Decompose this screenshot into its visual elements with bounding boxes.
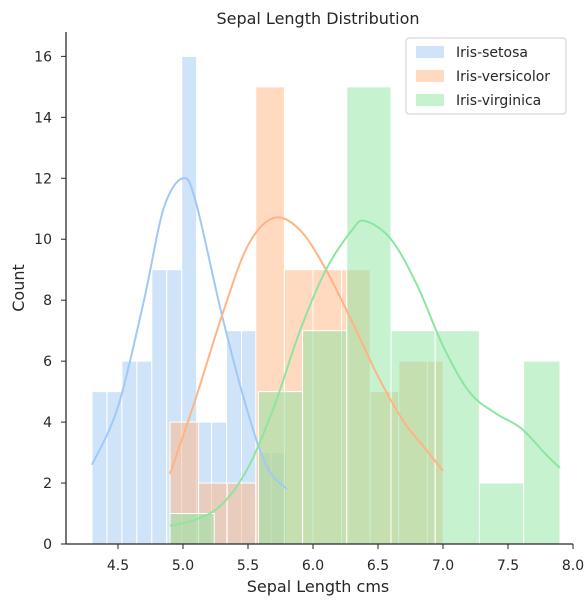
legend-box [405, 37, 567, 115]
x-tick-label: 5.5 [237, 558, 259, 574]
bar-iris-virginica [478, 482, 525, 545]
y-axis-label: Count [9, 264, 28, 312]
bar-iris-virginica [302, 330, 348, 545]
y-tick-label: 0 [43, 537, 52, 553]
y-tick-label: 10 [34, 232, 52, 248]
bar-iris-setosa [91, 391, 108, 545]
y-tick-label: 4 [43, 415, 52, 431]
y-tick-label: 12 [34, 171, 52, 187]
plot-area [91, 55, 561, 545]
x-tick-label: 7.5 [497, 558, 519, 574]
y-tick-label: 8 [43, 293, 52, 309]
y-tick-label: 16 [34, 49, 52, 65]
y-tick-label: 14 [34, 110, 52, 126]
bar-iris-virginica [434, 330, 480, 545]
x-tick-label: 6.0 [302, 558, 324, 574]
bar-iris-setosa [136, 360, 153, 545]
legend-swatch-iris-virginica [416, 94, 444, 106]
legend-swatch-iris-versicolor [416, 70, 444, 82]
kde-line-iris-versicolor [169, 216, 444, 475]
x-axis-label: Sepal Length cms [247, 577, 389, 596]
x-tick-label: 4.5 [107, 558, 129, 574]
kde-line-iris-virginica [169, 219, 561, 527]
legend-swatch-iris-setosa [416, 46, 444, 58]
legend-label-iris-setosa: Iris-setosa [456, 45, 528, 61]
x-tick-label: 8.0 [562, 558, 584, 574]
chart-title: Sepal Length Distribution [216, 9, 419, 28]
bar-iris-virginica [346, 86, 392, 545]
bar-iris-virginica [523, 360, 561, 545]
y-tick-label: 6 [43, 354, 52, 370]
y-ticks: 0 2 4 6 8 10 12 14 16 [34, 49, 66, 553]
legend-label-iris-virginica: Iris-virginica [456, 93, 541, 109]
bar-iris-virginica [390, 330, 436, 545]
bar-iris-setosa [151, 269, 168, 545]
x-ticks: 4.5 5.0 5.5 6.0 6.5 7.0 7.5 8.0 [107, 544, 584, 574]
x-tick-label: 6.5 [367, 558, 389, 574]
x-tick-label: 7.0 [432, 558, 454, 574]
bar-iris-virginica [257, 391, 304, 545]
legend: Iris-setosa Iris-versicolor Iris-virginica [405, 37, 567, 115]
x-tick-label: 5.0 [172, 558, 194, 574]
series-iris-virginica [169, 86, 561, 545]
y-tick-label: 2 [43, 476, 52, 492]
legend-label-iris-versicolor: Iris-versicolor [456, 69, 550, 85]
bar-iris-virginica [169, 513, 215, 545]
kde-line-iris-setosa [91, 177, 288, 490]
